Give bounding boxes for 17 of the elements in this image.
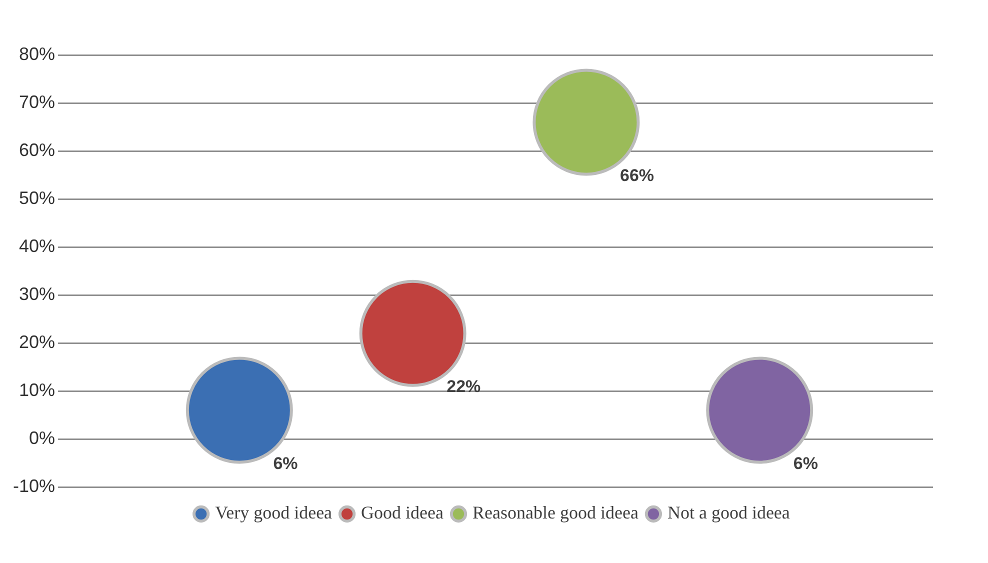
legend-label: Reasonable good ideea bbox=[472, 502, 638, 523]
legend-label: Good ideea bbox=[361, 502, 444, 523]
data-label: 66% bbox=[620, 166, 654, 185]
y-tick-label: 50% bbox=[18, 188, 56, 208]
y-tick-label: 60% bbox=[18, 140, 56, 160]
data-label: 6% bbox=[793, 454, 818, 473]
y-tick-label: 0% bbox=[29, 428, 56, 448]
y-tick-label: 80% bbox=[18, 44, 56, 64]
legend-label: Very good ideea bbox=[215, 502, 332, 523]
y-tick-label: 40% bbox=[18, 236, 56, 256]
y-tick-label: 30% bbox=[18, 284, 56, 304]
data-label: 6% bbox=[273, 454, 298, 473]
legend-label: Not a good ideea bbox=[667, 502, 790, 523]
y-tick-label: 10% bbox=[18, 380, 56, 400]
y-tick-label: 20% bbox=[18, 332, 56, 352]
y-tick-label: 70% bbox=[18, 92, 56, 112]
y-tick-label: -10% bbox=[12, 476, 56, 496]
